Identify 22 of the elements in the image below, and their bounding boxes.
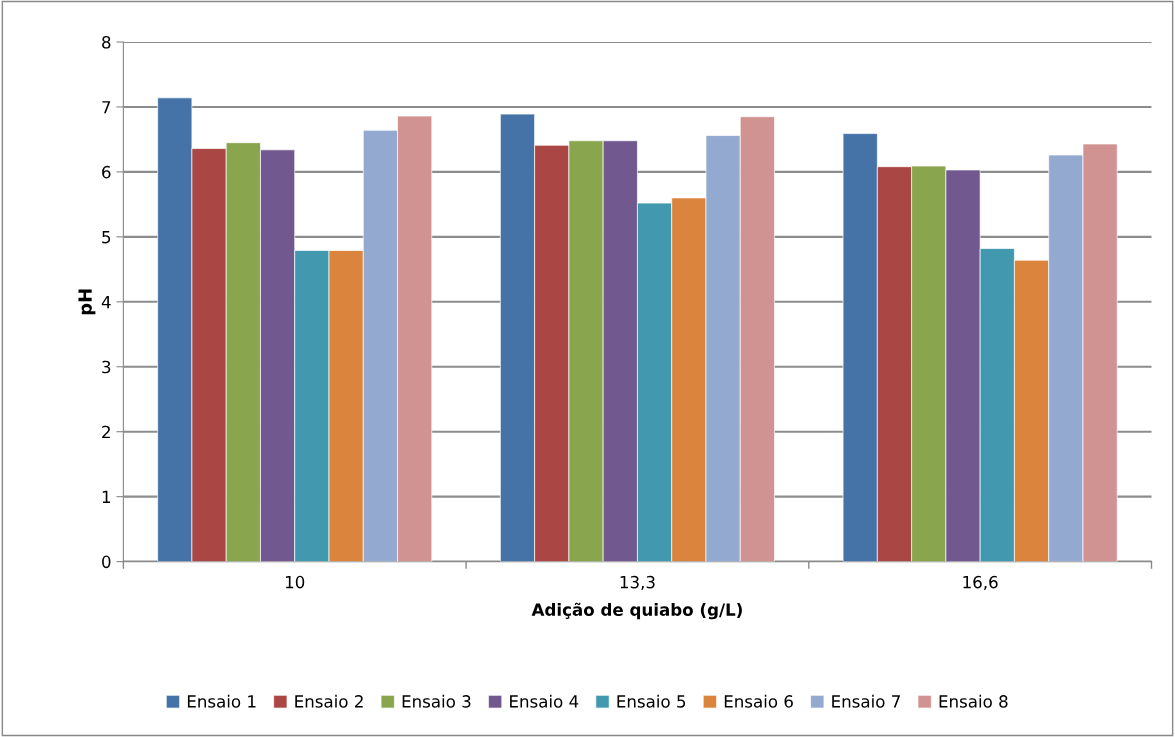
legend-label: Ensaio 3 [402, 694, 471, 708]
x-tick-label: 10 [285, 575, 305, 589]
y-tick-label: 4 [101, 295, 111, 309]
legend-label: Ensaio 5 [617, 694, 686, 708]
y-axis-title: pH [78, 289, 96, 315]
legend-label: Ensaio 8 [939, 694, 1008, 708]
legend-label: Ensaio 6 [724, 694, 793, 708]
y-tick-label: 2 [102, 425, 110, 439]
legend-label: Ensaio 7 [832, 694, 900, 708]
legend-label: Ensaio 4 [510, 694, 579, 708]
x-tick-label: 16,6 [963, 575, 998, 591]
y-tick-label: 7 [102, 101, 111, 114]
legend-label: Ensaio 1 [187, 694, 256, 708]
y-tick-label: 1 [102, 490, 111, 503]
y-tick-label: 6 [102, 165, 111, 179]
legend-label: Ensaio 2 [295, 694, 363, 708]
y-tick-label: 3 [102, 360, 111, 374]
y-tick-label: 0 [102, 555, 111, 569]
x-axis-title: Adição de quiabo (g/L) [531, 602, 742, 620]
y-tick-label: 8 [102, 35, 111, 49]
x-tick-label: 13,3 [620, 575, 655, 591]
y-tick-label: 5 [102, 231, 111, 244]
